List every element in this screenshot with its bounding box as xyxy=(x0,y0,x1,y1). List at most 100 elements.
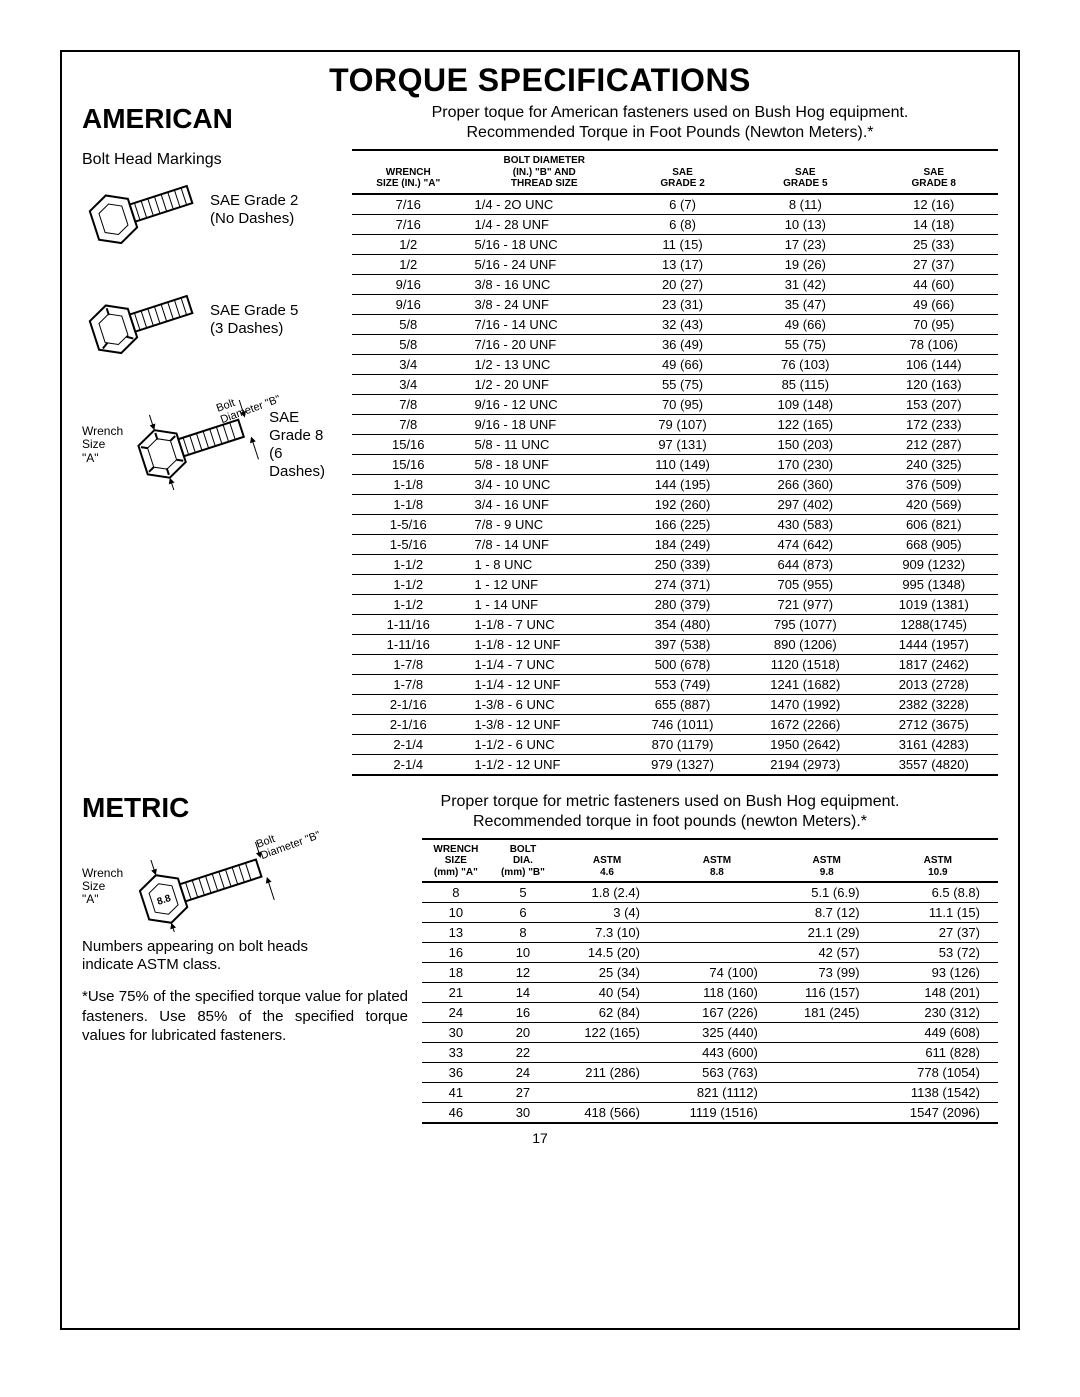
table-cell: 44 (60) xyxy=(870,274,998,294)
table-cell: 35 (47) xyxy=(741,294,869,314)
metric-bolt-wrap: Bolt Diameter "B" Wrench Size "A" xyxy=(82,842,408,932)
table-cell: 1-1/2 xyxy=(352,594,465,614)
grade2-label-a: SAE Grade 2 xyxy=(210,192,298,209)
grade2-label-b: (No Dashes) xyxy=(210,210,294,227)
table-cell: 1-3/8 - 6 UNC xyxy=(465,694,624,714)
table-cell xyxy=(556,1043,658,1063)
page-frame: TORQUE SPECIFICATIONS AMERICAN Proper to… xyxy=(60,50,1020,1330)
table-cell: 21 xyxy=(422,983,490,1003)
table-cell: 655 (887) xyxy=(624,694,741,714)
table-cell: 120 (163) xyxy=(870,374,998,394)
table-cell: 1-1/8 xyxy=(352,474,465,494)
table-cell: 1444 (1957) xyxy=(870,634,998,654)
table-cell: 563 (763) xyxy=(658,1063,776,1083)
table-cell: 109 (148) xyxy=(741,394,869,414)
table-row: 5/87/16 - 20 UNF36 (49)55 (75)78 (106) xyxy=(352,334,998,354)
table-cell: 606 (821) xyxy=(870,514,998,534)
table-cell: 20 (27) xyxy=(624,274,741,294)
table-row: 7/161/4 - 2O UNC6 (7)8 (11)12 (16) xyxy=(352,194,998,215)
table-row: 241662 (84)167 (226)181 (245)230 (312) xyxy=(422,1003,998,1023)
table-row: 9/163/8 - 24 UNF23 (31)35 (47)49 (66) xyxy=(352,294,998,314)
metric-note: Numbers appearing on bolt heads indicate… xyxy=(82,938,408,976)
table-cell: 553 (749) xyxy=(624,674,741,694)
col-grade2: SAEGRADE 2 xyxy=(624,150,741,194)
table-cell: 1-1/2 xyxy=(352,574,465,594)
table-cell: 397 (538) xyxy=(624,634,741,654)
metric-heading: METRIC xyxy=(82,792,242,824)
table-cell: 79 (107) xyxy=(624,414,741,434)
table-row: 1/25/16 - 18 UNC11 (15)17 (23)25 (33) xyxy=(352,234,998,254)
table-cell: 6.5 (8.8) xyxy=(878,882,998,903)
table-cell: 2-1/4 xyxy=(352,754,465,775)
table-cell: 280 (379) xyxy=(624,594,741,614)
table-cell: 5/16 - 24 UNF xyxy=(465,254,624,274)
table-cell: 8 xyxy=(490,923,556,943)
table-cell: 172 (233) xyxy=(870,414,998,434)
table-cell: 746 (1011) xyxy=(624,714,741,734)
table-cell: 778 (1054) xyxy=(878,1063,998,1083)
table-cell: 3557 (4820) xyxy=(870,754,998,775)
table-cell: 240 (325) xyxy=(870,454,998,474)
table-cell: 97 (131) xyxy=(624,434,741,454)
table-cell: 1-1/4 - 12 UNF xyxy=(465,674,624,694)
table-row: 1-1/21 - 12 UNF274 (371)705 (955)995 (13… xyxy=(352,574,998,594)
table-cell: 36 xyxy=(422,1063,490,1083)
table-cell: 354 (480) xyxy=(624,614,741,634)
table-cell: 5/8 - 11 UNC xyxy=(465,434,624,454)
table-cell: 27 (37) xyxy=(878,923,998,943)
table-cell: 27 xyxy=(490,1083,556,1103)
table-cell: 23 (31) xyxy=(624,294,741,314)
table-cell: 1-1/8 xyxy=(352,494,465,514)
table-cell: 644 (873) xyxy=(741,554,869,574)
american-intro-line1: Proper toque for American fasteners used… xyxy=(432,104,909,121)
table-row: 1387.3 (10)21.1 (29)27 (37) xyxy=(422,923,998,943)
table-row: 3/41/2 - 20 UNF55 (75)85 (115)120 (163) xyxy=(352,374,998,394)
table-cell: 418 (566) xyxy=(556,1103,658,1124)
table-cell: 8 (11) xyxy=(741,194,869,215)
table-cell: 30 xyxy=(490,1103,556,1124)
col-grade5: SAEGRADE 5 xyxy=(741,150,869,194)
table-cell: 1470 (1992) xyxy=(741,694,869,714)
table-cell: 14.5 (20) xyxy=(556,943,658,963)
table-cell: 1-3/8 - 12 UNF xyxy=(465,714,624,734)
mcol-astm88: ASTM8.8 xyxy=(658,839,776,883)
table-cell: 3161 (4283) xyxy=(870,734,998,754)
table-row: 181225 (34)74 (100)73 (99)93 (126) xyxy=(422,963,998,983)
table-cell: 7/8 xyxy=(352,394,465,414)
metric-right-col: WRENCHSIZE(mm) "A" BOLTDIA.(mm) "B" ASTM… xyxy=(422,838,998,1125)
table-cell: 1 - 12 UNF xyxy=(465,574,624,594)
table-cell: 795 (1077) xyxy=(741,614,869,634)
col-boltdia: BOLT DIAMETER(IN.) "B" ANDTHREAD SIZE xyxy=(465,150,624,194)
metric-table-head: WRENCHSIZE(mm) "A" BOLTDIA.(mm) "B" ASTM… xyxy=(422,839,998,883)
table-cell: 74 (100) xyxy=(658,963,776,983)
grade5-label-a: SAE Grade 5 xyxy=(210,302,298,319)
table-cell: 2-1/4 xyxy=(352,734,465,754)
american-torque-table: WRENCHSIZE (IN.) "A" BOLT DIAMETER(IN.) … xyxy=(352,149,998,776)
table-cell: 821 (1112) xyxy=(658,1083,776,1103)
page-number: 17 xyxy=(82,1130,998,1146)
page: TORQUE SPECIFICATIONS AMERICAN Proper to… xyxy=(0,0,1080,1360)
bolt-grade5-icon xyxy=(82,285,202,355)
table-cell xyxy=(658,923,776,943)
table-row: 15/165/8 - 18 UNF110 (149)170 (230)240 (… xyxy=(352,454,998,474)
table-cell: 16 xyxy=(422,943,490,963)
table-cell: 12 (16) xyxy=(870,194,998,215)
table-cell: 167 (226) xyxy=(658,1003,776,1023)
table-cell: 5/8 - 18 UNF xyxy=(465,454,624,474)
table-cell: 250 (339) xyxy=(624,554,741,574)
table-row: 1-5/167/8 - 14 UNF184 (249)474 (642)668 … xyxy=(352,534,998,554)
table-cell: 192 (260) xyxy=(624,494,741,514)
table-cell: 909 (1232) xyxy=(870,554,998,574)
table-row: 1-1/83/4 - 16 UNF192 (260)297 (402)420 (… xyxy=(352,494,998,514)
table-cell: 9/16 - 12 UNC xyxy=(465,394,624,414)
table-cell: 106 (144) xyxy=(870,354,998,374)
table-row: 1-1/83/4 - 10 UNC144 (195)266 (360)376 (… xyxy=(352,474,998,494)
table-cell: 1-7/8 xyxy=(352,674,465,694)
table-row: 5/87/16 - 14 UNC32 (43)49 (66)70 (95) xyxy=(352,314,998,334)
table-cell: 1-11/16 xyxy=(352,634,465,654)
table-row: 1-7/81-1/4 - 7 UNC500 (678)1120 (1518)18… xyxy=(352,654,998,674)
metric-table-body: 851.8 (2.4)5.1 (6.9)6.5 (8.8)1063 (4)8.7… xyxy=(422,882,998,1123)
table-cell: 15/16 xyxy=(352,434,465,454)
table-cell: 42 (57) xyxy=(776,943,878,963)
table-cell: 122 (165) xyxy=(556,1023,658,1043)
